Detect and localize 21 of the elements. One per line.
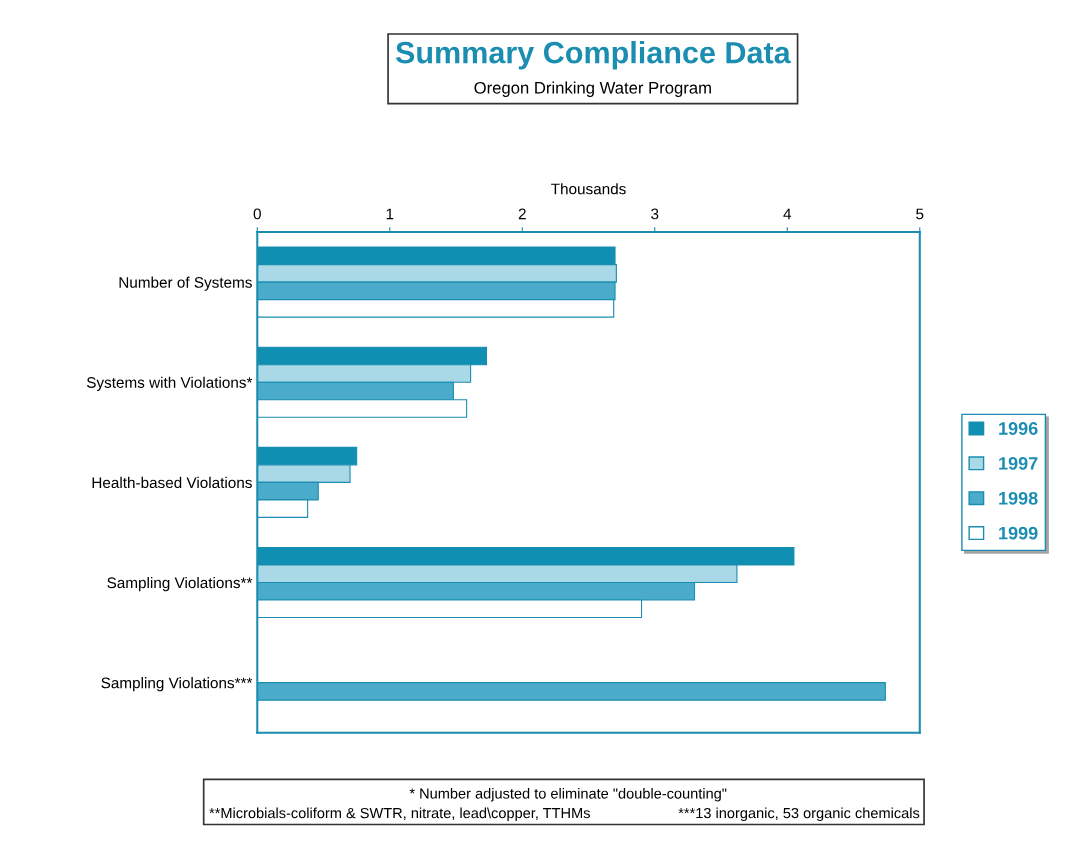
legend-label: 1998	[999, 491, 1038, 505]
x-axis-title: Thousands	[551, 183, 626, 195]
y-tick-label: Health-based Violations	[92, 476, 252, 489]
x-tick-label: 0	[253, 208, 261, 220]
x-tick-label: 3	[651, 208, 659, 220]
legend-label: 1996	[999, 422, 1038, 435]
chart-title: Summary Compliance Data	[395, 41, 791, 70]
y-tick-label: Systems with Violations*	[86, 376, 253, 391]
text: ***13 inorganic, 53 organic chemicals	[678, 807, 920, 822]
y-tick-label: Sampling Violations***	[101, 677, 253, 692]
legend-label: 1997	[999, 456, 1038, 470]
x-tick-label: 1	[386, 208, 394, 220]
x-tick-label: 4	[783, 208, 792, 220]
legend-label: 1999	[999, 526, 1038, 540]
x-tick-label: 2	[518, 208, 526, 220]
y-tick-label: Number of Systems	[119, 276, 252, 291]
text: **Microbials-coliform & SWTR, nitrate, lead\copper, TTHMs	[209, 807, 590, 822]
chart-subtitle: Oregon Drinking Water Program	[474, 81, 711, 98]
x-tick-label: 5	[916, 208, 924, 220]
text: * Number adjusted to eliminate "double-counting"	[409, 787, 727, 802]
y-tick-label: Sampling Violations**	[107, 576, 253, 592]
